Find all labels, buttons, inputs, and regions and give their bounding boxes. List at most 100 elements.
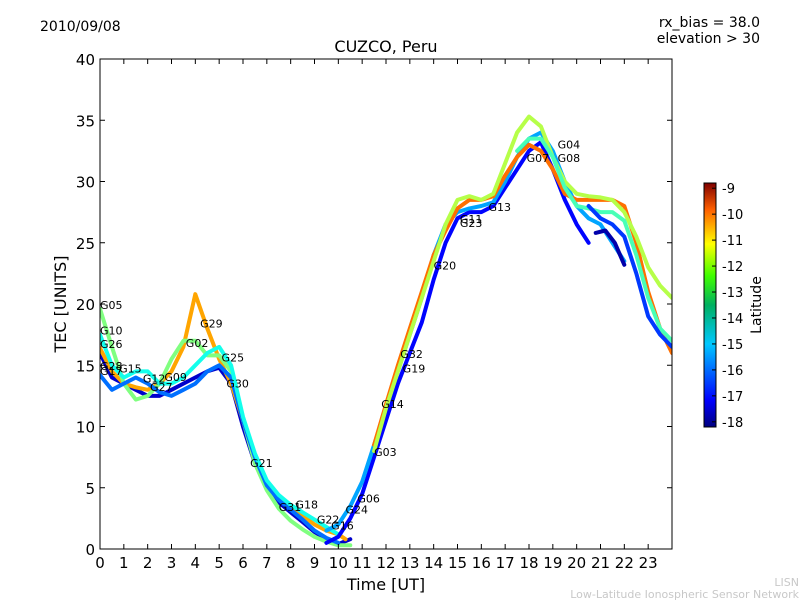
satellite-track [100,332,341,537]
satellite-label: G16 [331,519,354,532]
y-tick-label: 30 [76,174,95,192]
satellite-label: G07 [527,152,550,165]
x-tick-label: 6 [238,554,248,572]
satellite-label: G06 [357,492,380,505]
colorbar-tick-label: -9 [722,182,735,197]
footer-org-long: Low-Latitude Ionospheric Sensor Network [570,588,799,600]
satellite-label: G08 [558,152,581,165]
satellite-label: G29 [200,317,223,330]
x-tick-label: 17 [496,554,515,572]
colorbar-tick-label: -11 [722,234,743,249]
satellite-label: G04 [558,138,581,151]
colorbar-tick-label: -18 [722,416,743,431]
x-tick-label: 9 [310,554,320,572]
x-tick-label: 22 [615,554,634,572]
y-axis: 0 5 10 15 20 25 30 35 40 [76,51,672,559]
footer-org-short: LISN [774,576,799,589]
colorbar-tick-label: -13 [722,286,743,301]
colorbar-tick-label: -10 [722,208,743,223]
x-tick-label: 2 [143,554,153,572]
x-tick-label: 12 [376,554,395,572]
x-tick-label: 3 [167,554,177,572]
satellite-label: G26 [100,338,123,351]
satellite-track [100,363,341,545]
satellite-label: G23 [460,217,483,230]
y-tick-label: 20 [76,296,95,314]
x-tick-label: 1 [119,554,129,572]
colorbar: -9 -10 -11 -12 -13 -14 -15 -16 -17 -18 Latitude [703,182,765,431]
satellite-track [100,306,353,548]
date-label: 2010/09/08 [40,19,121,35]
satellite-label: G27 [150,381,173,394]
y-tick-label: 25 [76,235,95,253]
x-tick-label: 11 [353,554,372,572]
colorbar-tick-label: -17 [722,390,743,405]
rx-bias-label: rx_bias = 38.0 [659,15,760,31]
chart-title: CUZCO, Peru [334,37,437,56]
y-tick-label: 35 [76,112,95,130]
x-tick-label: 13 [400,554,419,572]
series-layer [100,114,672,548]
satellite-label: G02 [186,337,209,350]
satellite-track [372,114,672,453]
satellite-track [593,228,627,267]
y-tick-label: 40 [76,51,95,69]
satellite-track [372,142,672,447]
x-axis-label: Time [UT] [346,575,425,594]
x-tick-label: 23 [639,554,658,572]
x-tick-label: 4 [191,554,201,572]
satellite-label: G12 [143,372,166,385]
y-tick-label: 0 [85,541,95,559]
satellite-track [586,204,672,349]
satellite-label: G13 [488,201,511,214]
x-tick-label: 14 [424,554,443,572]
satellite-label: G09 [164,371,187,384]
colorbar-tick-label: -12 [722,260,743,275]
satellite-label: G21 [250,457,273,470]
elevation-label: elevation > 30 [657,31,760,47]
satellite-label: G19 [403,363,426,376]
satellite-label: G14 [381,398,404,411]
satellite-label: G30 [226,377,249,390]
x-tick-label: 19 [543,554,562,572]
x-tick-label: 8 [286,554,296,572]
satellite-track [100,351,353,547]
satellite-label: G20 [434,260,457,273]
y-axis-label: TEC [UNITS] [51,256,70,354]
x-tick-label: 5 [214,554,224,572]
x-tick-label: 10 [329,554,348,572]
satellite-label: G24 [345,503,368,516]
y-tick-label: 5 [85,480,95,498]
x-tick-label: 15 [448,554,467,572]
colorbar-ticks: -9 -10 -11 -12 -13 -14 -15 -16 -17 -18 [712,182,743,431]
colorbar-tick-label: -14 [722,312,743,327]
y-tick-label: 10 [76,419,95,437]
x-axis: 0 1 2 3 4 5 6 7 8 9 10 11 12 13 14 15 16 17 18 19 20 21 22 23 [95,59,658,572]
satellite-label: G28 [100,360,123,373]
x-tick-label: 7 [262,554,272,572]
colorbar-tick-label: -15 [722,338,743,353]
y-tick-label: 15 [76,357,95,375]
satellite-label: G05 [100,299,123,312]
x-tick-label: 20 [567,554,586,572]
x-tick-label: 16 [472,554,491,572]
satellite-label: G11 [460,213,483,226]
satellite-label: G22 [317,513,340,526]
colorbar-label: Latitude [749,276,765,334]
satellite-label: G25 [222,352,245,365]
satellite-label: G17 [100,365,123,378]
satellite-label: G15 [119,363,142,376]
satellite-label: G31 [279,501,302,514]
x-tick-label: 18 [519,554,538,572]
x-tick-label: 21 [591,554,610,572]
colorbar-tick-label: -16 [722,364,743,379]
satellite-label: G18 [295,499,318,512]
satellite-label: G03 [374,446,397,459]
satellite-track [324,140,591,545]
x-tick-label: 0 [95,554,105,572]
satellite-label: G10 [100,325,123,338]
satellite-track [515,136,672,343]
satellite-label: G32 [400,348,423,361]
